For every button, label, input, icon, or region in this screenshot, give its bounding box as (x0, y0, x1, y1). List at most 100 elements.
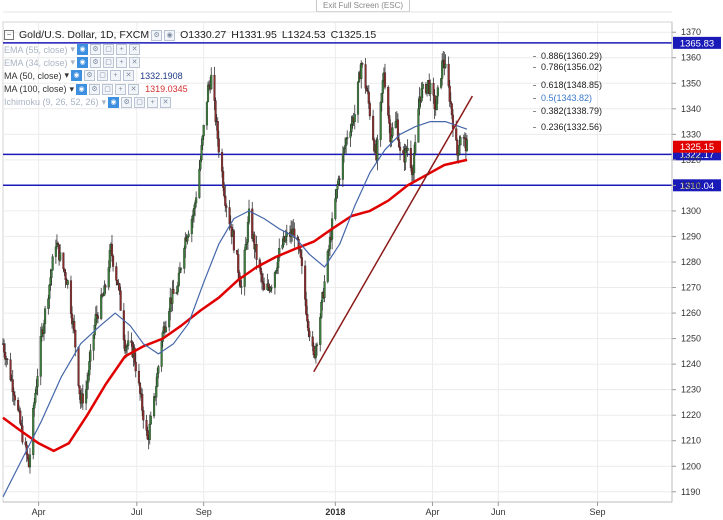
symbol-header: − Gold/U.S. Dollar, 1D, FXCM ⚙ ◉ O 1330.2… (4, 29, 376, 41)
candle-body (92, 334, 95, 351)
source-icon[interactable]: ▢ (97, 70, 109, 82)
settings-icon[interactable]: ⚙ (84, 70, 96, 82)
candle-body (49, 277, 52, 286)
candle-body (276, 267, 279, 271)
indicator-row[interactable]: MA (50, close) ▾ ◉ ⚙ ▢ + ✕ 1332.1908 (4, 70, 183, 82)
candle-body (223, 187, 226, 197)
candle-body (35, 386, 38, 394)
price-label: 1310.04 (680, 181, 714, 192)
indicator-row[interactable]: EMA (34, close) ▾ ◉ ⚙ ▢ + ✕ (4, 57, 141, 69)
candle-body (48, 284, 51, 299)
candle-body (89, 350, 92, 362)
close-label: C (330, 29, 339, 41)
y-tick-label: 1300 (681, 206, 701, 216)
settings-icon[interactable]: ⚙ (90, 57, 102, 69)
candle-body (409, 148, 412, 169)
candle-body (314, 345, 317, 358)
candle-body (213, 74, 216, 101)
indicator-name: EMA (34, close) (4, 57, 68, 68)
axes: 1190 1200 1210 1220 1230 1240 1250 1260 1270 1280… (3, 22, 701, 517)
source-icon[interactable]: ▢ (103, 44, 115, 55)
remove-icon[interactable]: ✕ (123, 70, 135, 82)
y-tick-label: 1280 (681, 257, 701, 267)
candle-body (115, 266, 118, 281)
indicator-row[interactable]: EMA (55, close) ▾ ◉ ⚙ ▢ + ✕ (4, 44, 141, 55)
add-icon[interactable]: + (116, 44, 128, 55)
fib-level-label: 0.618(1348.85) (541, 80, 603, 91)
settings-icon[interactable]: ⚙ (89, 83, 101, 95)
candle-body (376, 139, 379, 161)
add-icon[interactable]: + (115, 83, 127, 95)
dropdown-icon[interactable]: ▾ (69, 83, 75, 94)
eye-icon[interactable]: ◉ (77, 57, 89, 69)
dropdown-icon[interactable]: ▾ (70, 44, 76, 54)
indicator-row[interactable]: Ichimoku (9, 26, 52, 26) ▾ ◉ ⚙ ▢ + ✕ (4, 96, 172, 108)
dropdown-icon[interactable]: ▾ (64, 70, 70, 81)
remove-icon[interactable]: ✕ (160, 96, 172, 108)
candle-body (379, 102, 382, 140)
candle-body (277, 257, 280, 269)
candle-body (63, 268, 66, 273)
remove-icon[interactable]: ✕ (129, 44, 141, 55)
settings-icon[interactable]: ⚙ (121, 96, 133, 108)
fib-level-label: 0.886(1360.29) (541, 51, 603, 61)
y-tick-label: 1350 (681, 78, 701, 88)
candle-body (50, 270, 53, 278)
remove-icon[interactable]: ✕ (129, 57, 141, 69)
candle-body (236, 250, 239, 255)
x-tick-label: Sep (590, 507, 606, 517)
fib-level-label: 0.382(1338.79) (541, 105, 603, 116)
eye-icon[interactable]: ◉ (76, 83, 88, 95)
candle-body (96, 315, 100, 319)
source-icon[interactable]: ▢ (103, 57, 115, 69)
candle-body (459, 137, 462, 146)
candle-body (270, 287, 273, 289)
dropdown-icon[interactable]: ▾ (101, 96, 107, 107)
add-icon[interactable]: + (147, 96, 159, 108)
low-value: 1324.53 (287, 29, 326, 41)
candle-body (210, 74, 213, 90)
candle-body (110, 244, 114, 257)
dropdown-icon[interactable]: ▾ (70, 57, 76, 68)
settings-icon[interactable]: ⚙ (151, 29, 163, 41)
indicator-row[interactable]: MA (100, close) ▾ ◉ ⚙ ▢ + ✕ 1319.0345 (4, 83, 188, 95)
candle-body (455, 128, 458, 141)
settings-icon[interactable]: ⚙ (90, 44, 102, 55)
candle-body (334, 198, 337, 219)
candle-body (413, 153, 416, 174)
candle-body (3, 343, 6, 353)
candle-body (95, 314, 98, 316)
candle-body (222, 171, 225, 188)
candle-body (28, 454, 32, 468)
candle-body (274, 270, 278, 273)
eye-icon[interactable]: ◉ (77, 44, 89, 55)
y-tick-label: 1340 (681, 104, 701, 114)
indicator-name: Ichimoku (9, 26, 52, 26) (4, 97, 99, 108)
source-icon[interactable]: ▢ (102, 83, 114, 95)
candle-body (451, 114, 455, 129)
eye-icon[interactable]: ◉ (71, 70, 83, 82)
collapse-icon[interactable]: − (4, 30, 14, 40)
add-icon[interactable]: + (116, 57, 128, 69)
candle-body (198, 168, 201, 198)
x-tick-label: Jul (131, 507, 143, 517)
candle-body (435, 96, 438, 111)
add-icon[interactable]: + (110, 70, 122, 82)
candle-body (112, 255, 115, 267)
candle-body (183, 248, 186, 269)
y-tick-label: 1320 (681, 155, 701, 165)
candle-body (449, 101, 452, 104)
remove-icon[interactable]: ✕ (128, 83, 140, 95)
candle-body (13, 395, 16, 401)
eye-icon[interactable]: ◉ (108, 96, 120, 108)
candle-body (81, 393, 84, 404)
candle-body (433, 95, 436, 110)
eye-icon[interactable]: ◉ (164, 29, 176, 41)
candle-body (429, 83, 432, 95)
candle-body (315, 344, 319, 347)
candle-body (39, 336, 42, 377)
candle-body (399, 146, 402, 151)
source-icon[interactable]: ▢ (134, 96, 146, 108)
candle-body (345, 138, 348, 146)
